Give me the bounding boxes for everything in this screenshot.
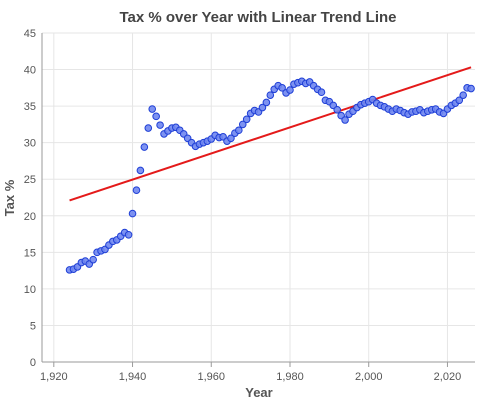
y-tick-label: 30 [24,138,36,150]
y-tick-label: 25 [24,174,36,186]
y-tick-labels: 0 5 10 15 20 25 30 35 40 45 [24,28,36,369]
data-point[interactable] [156,121,164,129]
data-point[interactable] [467,84,475,93]
x-tick-label: 1,980 [276,371,304,383]
axes-layer [41,33,475,367]
y-tick-label: 20 [24,211,36,223]
data-point[interactable] [242,115,251,124]
data-point[interactable] [333,105,342,114]
grid-layer [42,32,475,363]
data-point[interactable] [235,126,243,135]
data-point[interactable] [140,143,149,151]
data-point[interactable] [132,186,141,194]
data-point[interactable] [278,84,286,92]
data-point[interactable] [341,116,349,124]
data-point[interactable] [144,124,153,132]
data-point[interactable] [238,120,247,129]
points-layer [65,77,475,274]
data-point[interactable] [128,209,137,218]
trend-line [69,66,472,202]
data-point[interactable] [286,86,294,94]
data-point[interactable] [258,103,267,112]
data-point[interactable] [124,230,133,239]
y-tick-label: 5 [30,320,36,332]
x-tick-labels: 1,920 1,940 1,960 1,980 2,000 2,020 [40,371,461,383]
data-point[interactable] [262,98,271,107]
y-tick-label: 35 [24,101,36,113]
data-point[interactable] [266,91,275,99]
x-tick-label: 1,940 [119,371,147,383]
y-tick-label: 45 [24,28,36,40]
data-point[interactable] [152,112,160,121]
trend-line-layer [69,66,472,202]
data-point[interactable] [459,91,467,99]
data-point[interactable] [227,134,235,143]
y-tick-label: 10 [24,284,36,296]
data-point[interactable] [136,166,145,175]
y-axis-label: Tax % [2,179,17,216]
data-point[interactable] [148,105,157,113]
y-tick-label: 15 [24,247,36,259]
y-tick-label: 40 [24,65,36,77]
chart-title: Tax % over Year with Linear Trend Line [119,9,396,26]
x-tick-label: 1,960 [197,371,225,383]
y-tick-label: 0 [30,357,36,369]
data-point[interactable] [317,88,326,97]
x-tick-label: 2,000 [355,371,383,383]
x-axis-label: Year [245,385,272,400]
data-point[interactable] [89,255,97,264]
x-tick-label: 2,020 [434,371,462,383]
data-point[interactable] [455,96,464,105]
x-tick-label: 1,920 [40,371,68,383]
